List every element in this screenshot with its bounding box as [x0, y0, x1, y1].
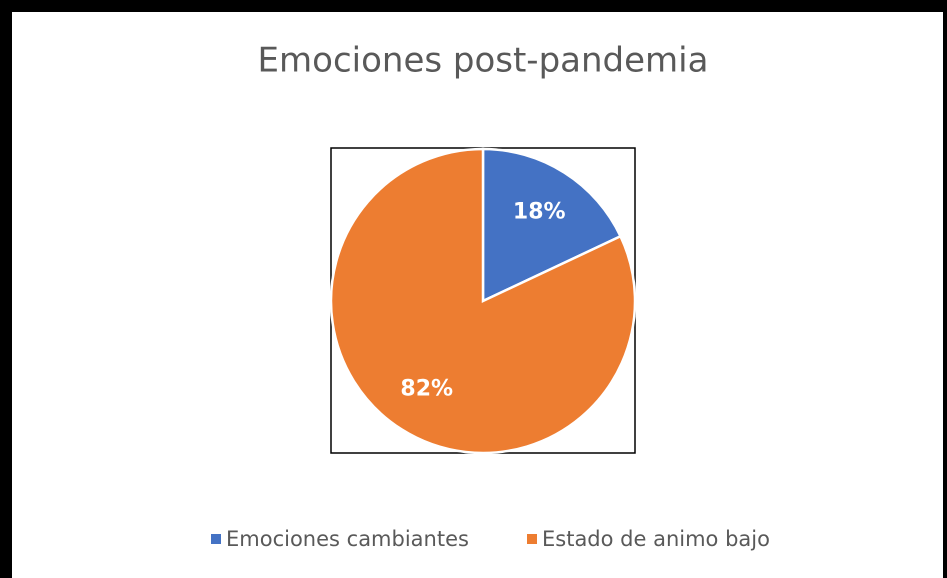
- legend-swatch: [527, 534, 537, 544]
- pie-slice: [329, 147, 637, 455]
- legend-label: Emociones cambiantes: [226, 527, 469, 551]
- chart-title: Emociones post-pandemia: [258, 41, 709, 81]
- legend-label: Estado de animo bajo: [542, 527, 770, 551]
- pie-slice: [481, 147, 623, 303]
- data-label: 82%: [400, 377, 453, 402]
- data-label: 18%: [513, 199, 566, 224]
- legend-swatch: [211, 534, 221, 544]
